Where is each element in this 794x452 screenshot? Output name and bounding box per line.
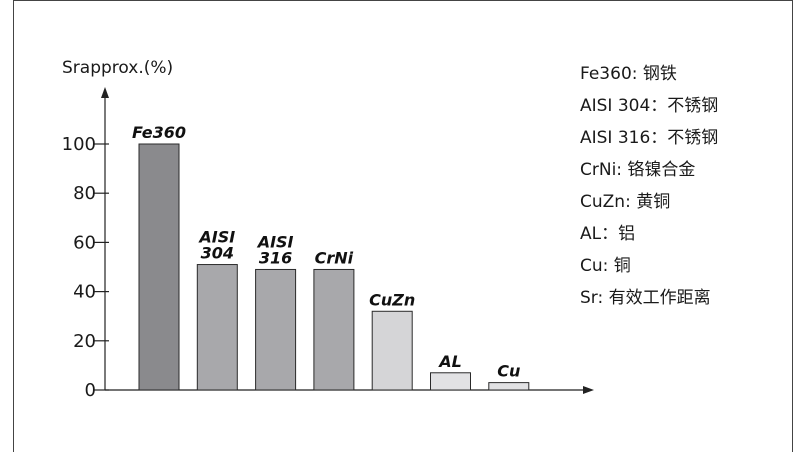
legend-item: CrNi: 铬镍合金: [580, 160, 696, 180]
bar: [313, 268, 355, 391]
y-axis-arrow: [101, 87, 109, 98]
legend-item: AL：铝: [580, 224, 636, 244]
y-axis-label: Srapprox.(%): [62, 58, 173, 78]
bar-label: Cu: [497, 362, 520, 381]
legend-item: AISI 316：不锈钢: [580, 128, 719, 148]
y-tick-label: 20: [73, 331, 96, 352]
figure-frame: [13, 0, 793, 452]
chart-tick-labels: 0 20 40 60 80 100: [62, 134, 96, 401]
bar: [196, 264, 238, 391]
bar: [255, 268, 297, 391]
legend-item: AISI 304：不锈钢: [580, 96, 719, 116]
bar-label: 316: [259, 248, 292, 267]
y-tick-label: 100: [62, 134, 96, 155]
bar-label: AL: [437, 352, 462, 371]
y-tick-label: 80: [73, 183, 96, 204]
y-tick-label: 40: [73, 282, 96, 303]
legend-item: Cu: 铜: [580, 256, 631, 276]
bar-label: AISI: [256, 232, 294, 251]
x-axis-arrow: [583, 386, 594, 394]
legend: Fe360: 钢铁 AISI 304：不锈钢 AISI 316：不锈钢 CrNi: 铬…: [580, 58, 718, 314]
legend-item: CuZn: 黄铜: [580, 192, 671, 212]
legend-item: Fe360: 钢铁: [580, 64, 677, 84]
legend-item: Sr: 有效工作距离: [580, 288, 711, 308]
y-tick-label: 0: [85, 380, 96, 401]
bar-label: CuZn: [369, 290, 415, 309]
bar-label: AISI: [197, 228, 235, 247]
bar: [430, 372, 471, 391]
bar: [371, 310, 413, 391]
bar-label: 304: [201, 244, 234, 263]
bar: [488, 382, 530, 391]
bar: [138, 143, 180, 391]
chart-bars: [138, 143, 530, 391]
bar-label: CrNi: [315, 248, 354, 267]
y-tick-label: 60: [73, 232, 96, 253]
bar-label: Fe360: [132, 123, 186, 142]
